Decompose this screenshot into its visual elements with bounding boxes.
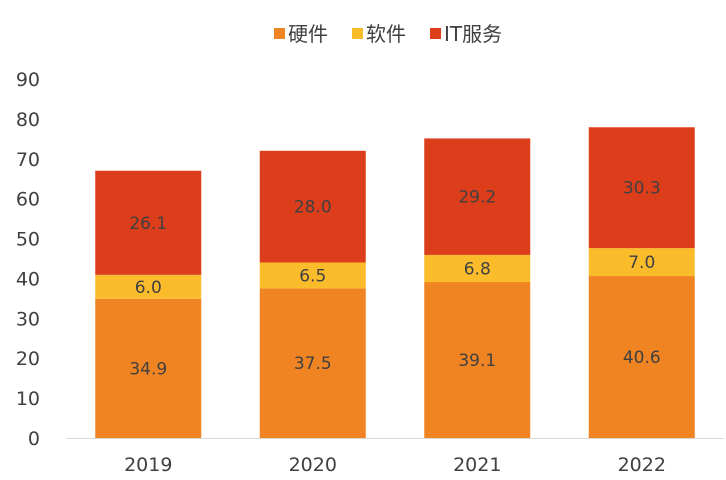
x-axis: 2019 2020 2021 2022 [66,438,724,476]
bar-segment [95,298,202,438]
bar-segment [259,150,366,263]
bar-segment [424,138,531,255]
bar-segment [588,276,695,438]
y-tick-label: 10 [16,388,40,410]
bar-segment [424,254,531,283]
y-tick-label: 0 [28,428,40,450]
data-label: 28.0 [294,198,332,218]
data-label: 26.1 [129,214,167,234]
bar-segment [259,262,366,289]
legend-label: IT服务 [444,22,502,46]
y-tick-label: 80 [16,109,40,131]
x-tick-label: 2020 [289,454,337,476]
y-tick-label: 50 [16,229,40,251]
y-tick-label: 70 [16,149,40,171]
bar-segment [588,127,695,249]
y-tick-label: 30 [16,308,40,330]
bar-segment [259,288,366,438]
data-label: 29.2 [458,188,496,208]
x-tick-label: 2022 [618,454,666,476]
data-label: 6.8 [464,259,491,279]
y-tick-label: 20 [16,348,40,370]
legend-swatch [274,28,285,39]
x-tick-label: 2021 [453,454,501,476]
data-label: 37.5 [294,354,332,374]
bar-segment [588,248,695,277]
legend-swatch [430,28,441,39]
data-label: 6.0 [135,278,162,298]
data-label: 6.5 [299,266,326,286]
y-tick-label: 60 [16,189,40,211]
legend: 硬件 软件 IT服务 [274,22,502,46]
data-label: 7.0 [628,253,655,273]
y-tick-label: 40 [16,268,40,290]
y-axis: 0 10 20 30 40 50 60 70 80 90 [16,69,40,450]
data-label: 34.9 [129,359,167,379]
legend-label: 软件 [366,22,406,46]
bar-segment [95,274,202,299]
data-label: 40.6 [623,348,661,368]
bars: 34.9 6.0 26.1 37.5 6.5 28.0 39.1 6.8 29.2 40.6 7.0… [95,127,695,438]
legend-swatch [352,28,363,39]
legend-label: 硬件 [288,22,328,46]
data-label: 30.3 [623,179,661,199]
data-label: 39.1 [458,351,496,371]
x-tick-label: 2019 [124,454,172,476]
bar-segment [424,282,531,438]
y-tick-label: 90 [16,69,40,91]
bar-segment [95,170,202,275]
